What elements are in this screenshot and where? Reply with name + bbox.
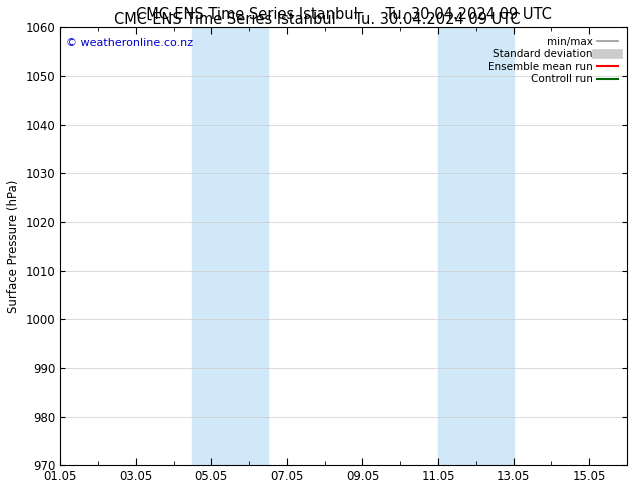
Text: © weatheronline.co.nz: © weatheronline.co.nz [66,38,193,48]
Y-axis label: Surface Pressure (hPa): Surface Pressure (hPa) [7,179,20,313]
Legend: min/max, Standard deviation, Ensemble mean run, Controll run: min/max, Standard deviation, Ensemble me… [484,32,622,89]
Bar [438,27,514,465]
Title: CMC-ENS Time Series Istanbul      Tu. 30.04.2024 09 UTC: CMC-ENS Time Series Istanbul Tu. 30.04.2… [136,7,552,22]
Bar [192,27,268,465]
Text: CMC-ENS Time Series Istanbul    Tu. 30.04.2024 09 UTC: CMC-ENS Time Series Istanbul Tu. 30.04.2… [113,12,521,27]
